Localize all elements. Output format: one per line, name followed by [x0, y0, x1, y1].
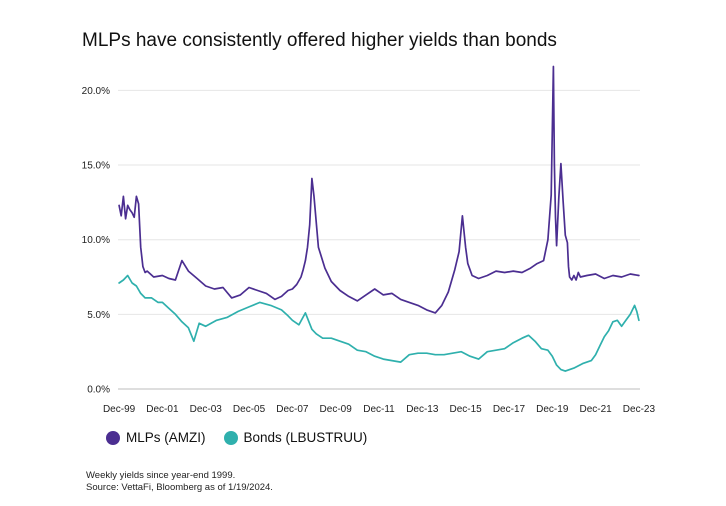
y-tick-label: 10.0%	[82, 235, 110, 246]
legend-dot-bonds	[223, 430, 238, 445]
x-tick-label: Dec-01	[146, 404, 179, 415]
x-tick-label: Dec-17	[493, 404, 526, 415]
footnote-data-frequency: Weekly yields since year-end 1999.	[86, 470, 236, 481]
legend-item-bonds: Bonds (LBUSTRUU)	[223, 430, 368, 445]
x-tick-label: Dec-19	[536, 404, 569, 415]
y-tick-label: 5.0%	[87, 310, 110, 321]
y-tick-label: 20.0%	[82, 86, 110, 97]
x-tick-label: Dec-11	[363, 404, 395, 415]
y-tick-label: 0.0%	[87, 385, 110, 396]
x-tick-label: Dec-23	[623, 404, 656, 415]
x-tick-label: Dec-07	[276, 404, 309, 415]
gridlines	[118, 89, 640, 390]
x-tick-label: Dec-99	[103, 404, 136, 415]
y-axis-ticks: 0.0% 5.0% 10.0% 15.0% 20.0%	[82, 86, 110, 396]
legend-item-mlp: MLPs (AMZI)	[106, 430, 206, 445]
y-tick-label: 15.0%	[82, 161, 110, 172]
footnote-source: Source: VettaFi, Bloomberg as of 1/19/20…	[86, 482, 273, 493]
x-tick-label: Dec-21	[579, 404, 612, 415]
legend-label-mlp: MLPs (AMZI)	[126, 430, 206, 445]
bond-yield-line	[118, 274, 640, 372]
x-tick-label: Dec-15	[450, 404, 483, 415]
series-lines	[118, 65, 640, 372]
x-tick-label: Dec-09	[320, 404, 353, 415]
legend: MLPs (AMZI) Bonds (LBUSTRUU)	[106, 430, 385, 445]
x-tick-label: Dec-13	[406, 404, 439, 415]
legend-label-bonds: Bonds (LBUSTRUU)	[243, 430, 368, 445]
x-tick-label: Dec-03	[190, 404, 223, 415]
mlp-yield-line	[118, 65, 640, 314]
chart-title: MLPs have consistently offered higher yi…	[82, 30, 557, 51]
legend-dot-mlp	[106, 430, 120, 445]
x-tick-label: Dec-05	[233, 404, 266, 415]
x-axis-ticks: Dec-99 Dec-01 Dec-03 Dec-05 Dec-07 Dec-09 Dec-…	[103, 404, 656, 415]
